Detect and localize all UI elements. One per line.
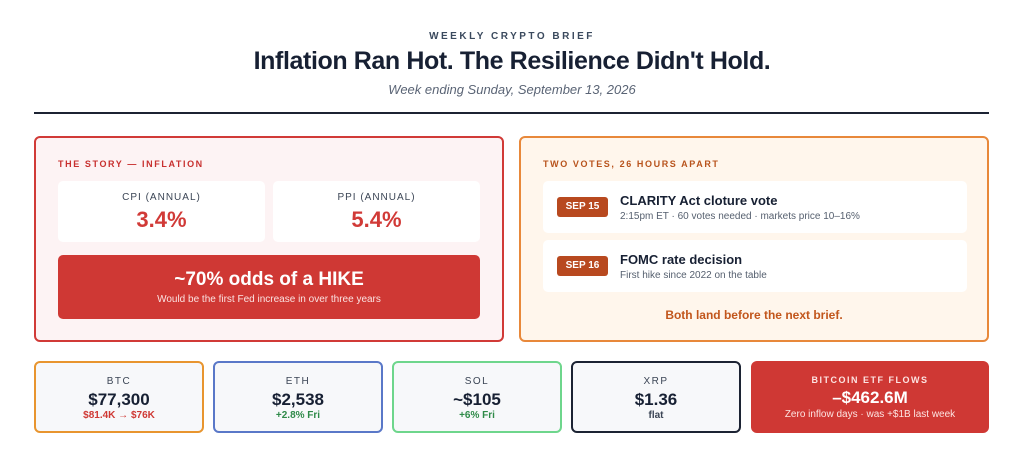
vote-date-badge: SEP 15 <box>557 197 608 217</box>
vote-item: SEP 16 FOMC rate decision First hike sin… <box>543 240 967 292</box>
votes-panel: TWO VOTES, 26 HOURS APART SEP 15 CLARITY… <box>519 136 989 342</box>
etf-flows-value: –$462.6M <box>832 388 908 407</box>
etf-flows-label: BITCOIN ETF FLOWS <box>811 375 929 385</box>
ticker-change: $81.4K → $76K <box>83 410 155 421</box>
btc-ticker-card: BTC $77,300 $81.4K → $76K <box>34 361 204 433</box>
vote-date-badge: SEP 16 <box>557 256 608 276</box>
ticker-price: $2,538 <box>272 390 324 409</box>
brief-kicker: WEEKLY CRYPTO BRIEF <box>429 31 595 42</box>
ticker-symbol: SOL <box>464 376 490 387</box>
ticker-price: $77,300 <box>88 390 150 409</box>
ppi-stat-card: PPI (ANNUAL) 5.4% <box>273 181 480 242</box>
vote-item: SEP 15 CLARITY Act cloture vote 2:15pm E… <box>543 181 967 233</box>
ticker-change: flat <box>648 410 664 421</box>
ticker-price: ~$105 <box>453 390 501 409</box>
header-divider <box>34 112 989 114</box>
etf-flows-card: BITCOIN ETF FLOWS –$462.6M Zero inflow d… <box>751 361 989 433</box>
story-panel: THE STORY — INFLATION CPI (ANNUAL) 3.4% … <box>34 136 504 342</box>
ticker-change: +6% Fri <box>459 410 495 421</box>
cpi-stat-card: CPI (ANNUAL) 3.4% <box>58 181 265 242</box>
etf-flows-subtitle: Zero inflow days · was +$1B last week <box>784 409 956 420</box>
ticker-symbol: BTC <box>106 376 132 387</box>
eth-ticker-card: ETH $2,538 +2.8% Fri <box>213 361 383 433</box>
vote-detail: First hike since 2022 on the table <box>620 270 767 281</box>
votes-panel-label: TWO VOTES, 26 HOURS APART <box>543 159 720 169</box>
ppi-label: PPI (ANNUAL) <box>337 192 416 203</box>
sol-ticker-card: SOL ~$105 +6% Fri <box>392 361 562 433</box>
ticker-symbol: ETH <box>285 376 311 387</box>
vote-title: FOMC rate decision <box>620 252 743 267</box>
ticker-symbol: XRP <box>643 376 669 387</box>
ticker-change: +2.8% Fri <box>275 410 321 421</box>
vote-title: CLARITY Act cloture vote <box>620 193 778 208</box>
votes-footer-note: Both land before the next brief. <box>665 308 843 322</box>
xrp-ticker-card: XRP $1.36 flat <box>571 361 741 433</box>
cpi-value: 3.4% <box>136 207 187 232</box>
cpi-label: CPI (ANNUAL) <box>122 192 201 203</box>
hike-odds-title: ~70% odds of a HIKE <box>174 269 364 290</box>
dateline: Week ending Sunday, September 13, 2026 <box>388 82 636 97</box>
page-title: Inflation Ran Hot. The Resilience Didn't… <box>253 47 771 75</box>
story-panel-label: THE STORY — INFLATION <box>58 159 204 169</box>
ppi-value: 5.4% <box>351 207 402 232</box>
hike-odds-subtitle: Would be the first Fed increase in over … <box>157 294 381 305</box>
vote-detail: 2:15pm ET · 60 votes needed · markets pr… <box>620 211 860 222</box>
hike-odds-banner: ~70% odds of a HIKE Would be the first F… <box>58 255 480 319</box>
ticker-price: $1.36 <box>634 390 678 409</box>
